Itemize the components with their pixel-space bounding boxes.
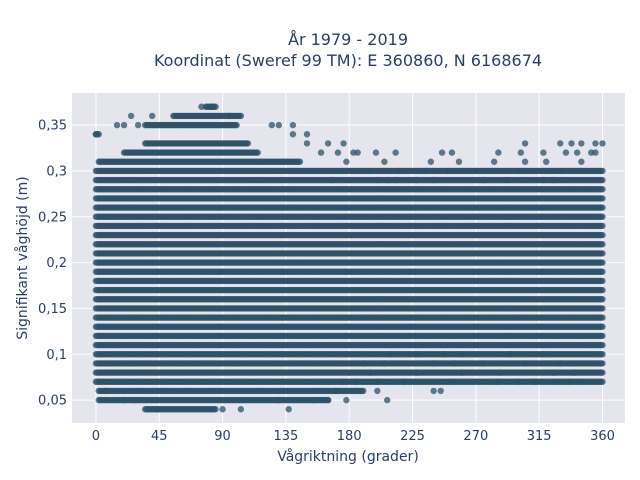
scatter-point bbox=[599, 314, 606, 321]
chart-title-line-1: År 1979 - 2019 bbox=[288, 30, 408, 49]
scatter-point bbox=[599, 296, 606, 303]
scatter-point bbox=[599, 323, 606, 330]
scatter-point bbox=[599, 341, 606, 349]
scatter-point bbox=[360, 387, 367, 395]
scatter-point bbox=[212, 406, 219, 413]
data-points bbox=[92, 103, 606, 413]
scatter-point bbox=[599, 351, 606, 358]
chart-title: År 1979 - 2019 Koordinat (Sweref 99 TM): … bbox=[154, 30, 542, 70]
scatter-point bbox=[599, 286, 606, 294]
scatter-point bbox=[599, 369, 606, 376]
plot-background bbox=[72, 93, 625, 423]
scatter-point bbox=[599, 332, 606, 340]
scatter-point bbox=[599, 305, 606, 312]
scatter-point bbox=[599, 277, 606, 285]
scatter-point bbox=[599, 378, 606, 385]
chart-title-line-2: Koordinat (Sweref 99 TM): E 360860, N 61… bbox=[154, 51, 542, 70]
scatter-point bbox=[599, 360, 606, 367]
